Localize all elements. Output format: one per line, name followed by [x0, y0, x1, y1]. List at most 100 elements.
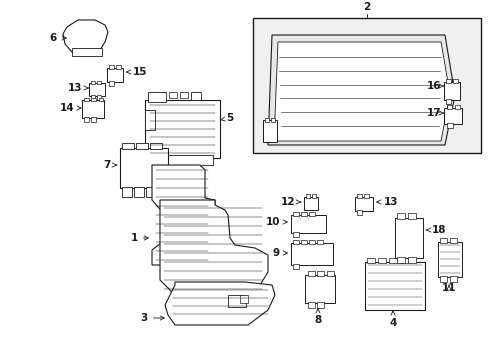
Bar [363, 194, 368, 198]
Text: 12: 12 [280, 197, 300, 207]
Bar [396, 257, 404, 263]
Bar [449, 238, 456, 243]
Text: 9: 9 [272, 248, 287, 258]
Bar [396, 213, 404, 219]
Bar [292, 212, 298, 216]
Bar [292, 232, 298, 237]
Bar [91, 81, 95, 84]
Bar [407, 257, 415, 263]
Bar [148, 92, 165, 102]
Text: 7: 7 [103, 160, 117, 170]
Bar [82, 100, 104, 118]
Bar [150, 143, 162, 149]
Bar [445, 99, 450, 104]
Bar [252, 18, 480, 153]
Bar [446, 123, 452, 128]
Text: 15: 15 [126, 67, 147, 77]
Bar [437, 242, 461, 277]
Bar [109, 81, 114, 86]
Bar [136, 143, 148, 149]
Bar [364, 262, 424, 310]
Text: 8: 8 [314, 309, 321, 325]
Bar [452, 79, 457, 83]
Text: 13: 13 [67, 83, 88, 93]
Bar [292, 240, 298, 244]
Polygon shape [273, 42, 449, 141]
Bar [120, 148, 168, 188]
Bar [443, 108, 461, 124]
Bar [109, 65, 114, 69]
Bar [134, 187, 143, 197]
Bar [307, 271, 314, 276]
Bar [270, 118, 274, 122]
Text: 13: 13 [376, 197, 398, 207]
Bar [146, 187, 156, 197]
Bar [169, 92, 177, 98]
Polygon shape [63, 20, 108, 54]
Bar [356, 194, 361, 198]
Bar [91, 95, 95, 100]
Bar [290, 215, 325, 233]
Text: 10: 10 [265, 217, 287, 227]
Text: 6: 6 [50, 33, 66, 43]
Bar [301, 240, 306, 244]
Bar [446, 105, 451, 109]
Bar [292, 264, 298, 269]
Text: 4: 4 [388, 311, 396, 328]
Bar [99, 98, 103, 101]
Bar [443, 82, 459, 100]
Polygon shape [164, 282, 274, 325]
Bar [407, 213, 415, 219]
Text: 5: 5 [220, 113, 233, 123]
Bar [439, 238, 446, 243]
Bar [91, 98, 96, 101]
Polygon shape [267, 35, 454, 145]
Polygon shape [152, 165, 224, 265]
Bar [304, 197, 317, 210]
Bar [97, 95, 101, 100]
Bar [356, 210, 361, 215]
Bar [305, 275, 334, 303]
Bar [263, 120, 276, 142]
Bar [145, 100, 220, 158]
Bar [301, 212, 306, 216]
Bar [158, 187, 168, 197]
Bar [180, 92, 187, 98]
Bar [227, 295, 245, 307]
Bar [366, 258, 374, 263]
Bar [326, 271, 333, 276]
Text: 16: 16 [426, 81, 443, 91]
Bar [388, 258, 396, 263]
Bar [91, 117, 96, 122]
Bar [311, 194, 315, 198]
Text: 18: 18 [426, 225, 446, 235]
Text: 2: 2 [363, 2, 370, 12]
Bar [449, 276, 456, 282]
Bar [84, 98, 89, 101]
Bar [316, 271, 324, 276]
Text: 1: 1 [130, 233, 148, 243]
Bar [107, 68, 123, 82]
Bar [305, 194, 309, 198]
Text: 3: 3 [141, 313, 164, 323]
Bar [191, 92, 201, 100]
Bar [148, 155, 213, 165]
Bar [84, 117, 89, 122]
Bar [290, 243, 332, 265]
Polygon shape [160, 200, 267, 295]
Bar [122, 143, 134, 149]
Bar [264, 118, 268, 122]
Bar [439, 276, 446, 282]
Bar [89, 83, 105, 96]
Text: 17: 17 [426, 108, 443, 118]
Bar [394, 218, 422, 258]
Bar [308, 212, 314, 216]
Bar [454, 105, 459, 109]
Bar [316, 302, 324, 308]
Bar [354, 197, 372, 211]
Text: 11: 11 [441, 283, 455, 293]
Bar [116, 65, 121, 69]
Bar [122, 187, 132, 197]
Bar [72, 48, 102, 56]
Bar [240, 295, 247, 303]
